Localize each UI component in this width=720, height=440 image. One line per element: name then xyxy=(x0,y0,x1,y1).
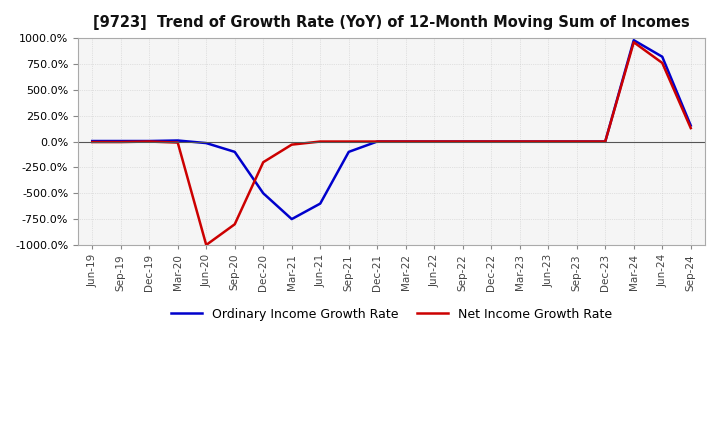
Net Income Growth Rate xyxy=(629,40,638,45)
Net Income Growth Rate xyxy=(259,160,268,165)
Net Income Growth Rate xyxy=(487,139,495,144)
Net Income Growth Rate xyxy=(88,139,96,145)
Ordinary Income Growth Rate xyxy=(459,139,467,144)
Line: Ordinary Income Growth Rate: Ordinary Income Growth Rate xyxy=(92,40,690,219)
Ordinary Income Growth Rate xyxy=(572,139,581,144)
Ordinary Income Growth Rate xyxy=(430,139,438,144)
Ordinary Income Growth Rate xyxy=(544,139,552,144)
Net Income Growth Rate xyxy=(459,139,467,144)
Net Income Growth Rate xyxy=(145,139,153,144)
Ordinary Income Growth Rate xyxy=(117,138,125,143)
Net Income Growth Rate xyxy=(202,242,210,248)
Ordinary Income Growth Rate xyxy=(516,139,524,144)
Net Income Growth Rate xyxy=(516,139,524,144)
Net Income Growth Rate xyxy=(230,222,239,227)
Net Income Growth Rate xyxy=(572,139,581,144)
Net Income Growth Rate xyxy=(344,139,353,144)
Ordinary Income Growth Rate xyxy=(259,191,268,196)
Line: Net Income Growth Rate: Net Income Growth Rate xyxy=(92,42,690,245)
Ordinary Income Growth Rate xyxy=(487,139,495,144)
Ordinary Income Growth Rate xyxy=(202,140,210,146)
Ordinary Income Growth Rate xyxy=(145,138,153,143)
Ordinary Income Growth Rate xyxy=(230,149,239,154)
Net Income Growth Rate xyxy=(373,139,382,144)
Ordinary Income Growth Rate xyxy=(287,216,296,222)
Net Income Growth Rate xyxy=(117,139,125,145)
Ordinary Income Growth Rate xyxy=(658,54,667,59)
Net Income Growth Rate xyxy=(686,125,695,131)
Title: [9723]  Trend of Growth Rate (YoY) of 12-Month Moving Sum of Incomes: [9723] Trend of Growth Rate (YoY) of 12-… xyxy=(93,15,690,30)
Ordinary Income Growth Rate xyxy=(344,149,353,154)
Ordinary Income Growth Rate xyxy=(629,37,638,43)
Ordinary Income Growth Rate xyxy=(601,139,610,144)
Ordinary Income Growth Rate xyxy=(316,201,325,206)
Net Income Growth Rate xyxy=(174,140,182,145)
Ordinary Income Growth Rate xyxy=(686,123,695,128)
Legend: Ordinary Income Growth Rate, Net Income Growth Rate: Ordinary Income Growth Rate, Net Income … xyxy=(166,303,618,326)
Net Income Growth Rate xyxy=(287,142,296,147)
Ordinary Income Growth Rate xyxy=(373,139,382,144)
Net Income Growth Rate xyxy=(544,139,552,144)
Net Income Growth Rate xyxy=(316,139,325,144)
Net Income Growth Rate xyxy=(402,139,410,144)
Net Income Growth Rate xyxy=(601,139,610,144)
Ordinary Income Growth Rate xyxy=(174,138,182,143)
Ordinary Income Growth Rate xyxy=(88,138,96,143)
Net Income Growth Rate xyxy=(658,60,667,66)
Ordinary Income Growth Rate xyxy=(402,139,410,144)
Net Income Growth Rate xyxy=(430,139,438,144)
